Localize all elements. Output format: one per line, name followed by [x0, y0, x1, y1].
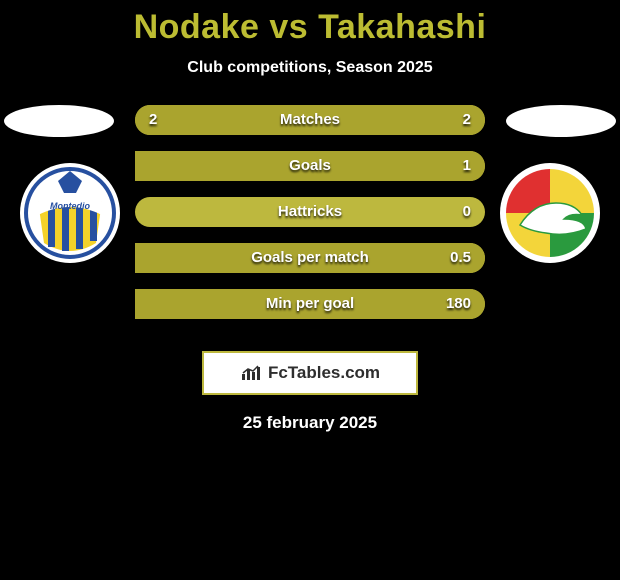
brand-box: FcTables.com	[202, 351, 418, 395]
svg-text:Montedio: Montedio	[50, 201, 90, 211]
stat-label: Goals per match	[135, 249, 485, 266]
stat-row: 22Matches	[135, 105, 485, 135]
crest-right-svg	[500, 163, 600, 263]
date-label: 25 february 2025	[0, 413, 620, 433]
stat-row: 180Min per goal	[135, 289, 485, 319]
stat-row: 1Goals	[135, 151, 485, 181]
stat-row: 0.5Goals per match	[135, 243, 485, 273]
page-title: Nodake vs Takahashi	[0, 0, 620, 47]
crest-left-svg: Montedio	[20, 163, 120, 263]
stat-label: Min per goal	[135, 295, 485, 312]
brand-text: FcTables.com	[268, 363, 380, 383]
subtitle: Club competitions, Season 2025	[0, 59, 620, 77]
right-platform-ellipse	[506, 105, 616, 137]
right-club-crest	[500, 163, 600, 263]
stat-label: Hattricks	[135, 203, 485, 220]
stat-rows: 22Matches 1Goals 0Hattricks 0.5Goals per ma…	[135, 105, 485, 335]
left-club-crest: Montedio	[20, 163, 120, 263]
comparison-arena: Montedio 22Matches 1Goals 0Hattricks 0.5Goa…	[0, 105, 620, 345]
brand-chart-icon	[240, 364, 262, 382]
stat-row: 0Hattricks	[135, 197, 485, 227]
left-platform-ellipse	[4, 105, 114, 137]
stat-label: Matches	[135, 111, 485, 128]
stat-label: Goals	[135, 157, 485, 174]
